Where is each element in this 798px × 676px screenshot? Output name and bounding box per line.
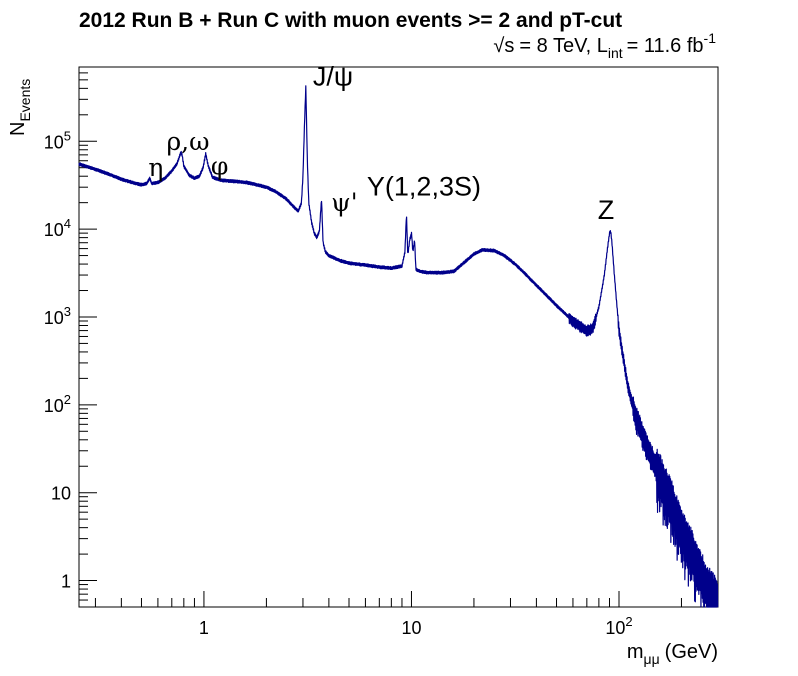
y-tick-label: 105 [44, 128, 71, 152]
x-axis-label-sub: μμ [644, 651, 660, 667]
lumi-value: = 11.6 fb [627, 35, 704, 57]
x-axis-label: mμμ (GeV) [627, 641, 718, 667]
chart-title: 2012 Run B + Run C with muon events >= 2… [79, 9, 622, 32]
peak-annotations: ηρ,ωφ J/ψ ψ' Y(1,2,3S) Z [148, 62, 614, 226]
chart-subtitle: √s = 8 TeV, Lint = 11.6 fb-1 [493, 30, 716, 61]
peak-label: Y(1,2,3S) [367, 172, 481, 202]
y-tick-label: 10 [51, 484, 71, 504]
y-tick-label: 104 [44, 216, 71, 240]
x-tick-label: 1 [199, 618, 209, 638]
x-axis-label-base: m [627, 641, 644, 663]
x-axis-tick-labels: 1 10 102 [199, 614, 633, 638]
lumi-subscript: int [608, 45, 623, 61]
peak-label: ρ,ω [166, 127, 209, 156]
y-tick-label: 103 [44, 304, 71, 328]
y-axis-ticks [79, 66, 97, 608]
y-axis-tick-labels: 1 10 102 103 104 105 [44, 128, 71, 591]
peak-label: ψ' [331, 188, 357, 217]
y-axis-label-base: N [7, 122, 29, 136]
x-tick-label: 102 [605, 614, 632, 638]
y-axis-label: NEvents [7, 79, 33, 136]
peak-label: η [148, 153, 163, 182]
peak-label: J/ψ [313, 62, 353, 92]
y-tick-label: 102 [44, 392, 71, 416]
peak-label: φ [211, 151, 229, 180]
peak-label: Z [598, 195, 615, 225]
y-tick-label: 1 [61, 572, 71, 592]
plot-area [78, 66, 719, 608]
sqrt-s-label: √s [493, 35, 514, 57]
series-line [78, 85, 719, 608]
x-tick-label: 10 [401, 618, 421, 638]
plot-frame [78, 66, 719, 608]
y-axis-label-sub: Events [17, 79, 33, 122]
energy-label: = 8 TeV, L [519, 35, 607, 57]
lumi-exponent: -1 [704, 30, 717, 46]
x-axis-label-unit: (GeV) [665, 641, 718, 663]
